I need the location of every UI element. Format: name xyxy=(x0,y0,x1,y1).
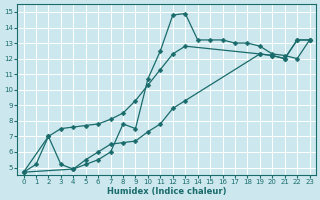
X-axis label: Humidex (Indice chaleur): Humidex (Indice chaleur) xyxy=(107,187,226,196)
